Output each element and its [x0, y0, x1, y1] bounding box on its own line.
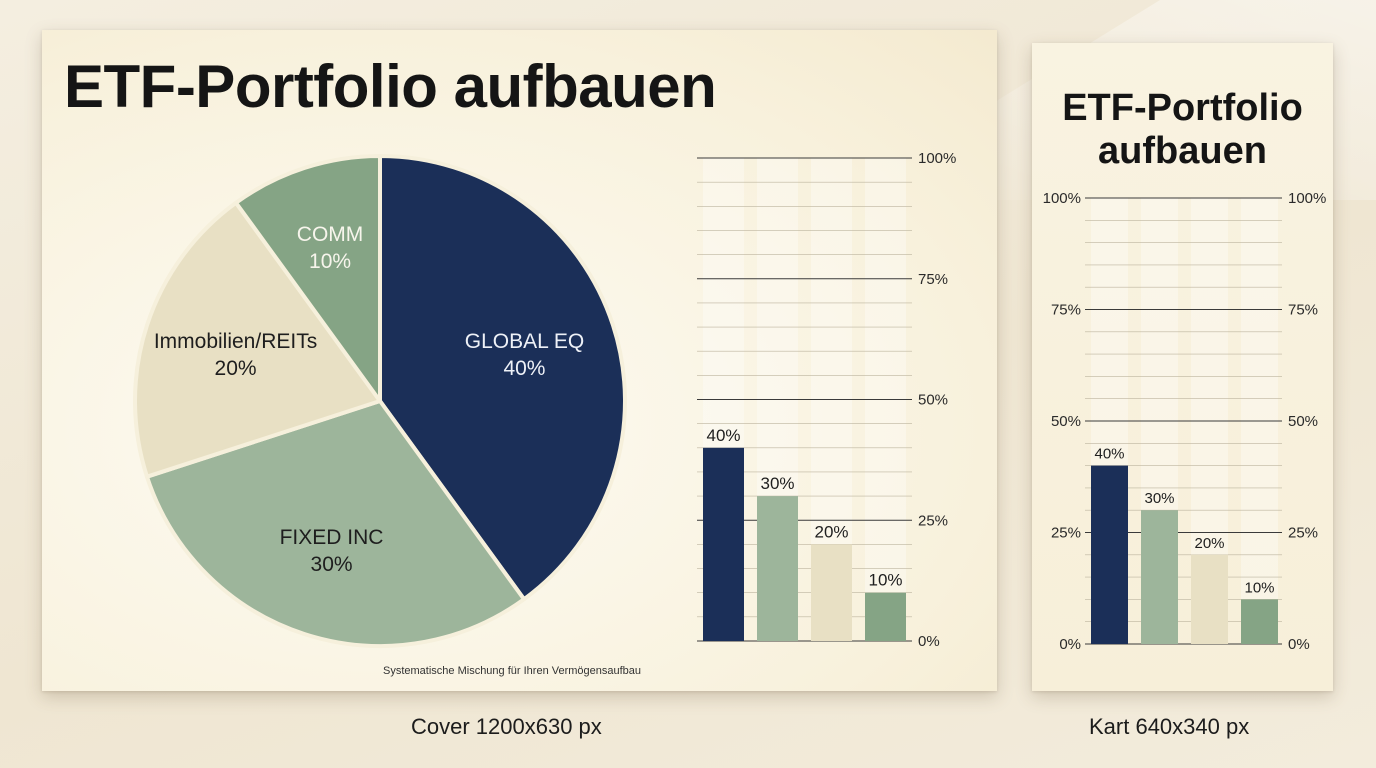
cover-title: ETF-Portfolio aufbauen [64, 53, 717, 120]
kart-bar-label-1: 40% [1094, 446, 1124, 463]
pie-label-immobilien-reits: Immobilien/REITs [154, 330, 317, 353]
kart-ytick-right: 100% [1288, 190, 1326, 207]
kart-ytick-left: 100% [1043, 190, 1081, 207]
cover-caption: Cover 1200x630 px [411, 714, 602, 739]
kart-ytick-left: 0% [1059, 636, 1081, 653]
cover-footnote: Systematische Mischung für Ihren Vermöge… [383, 665, 642, 677]
cover-ytick-right: 0% [918, 633, 940, 650]
cover-bar-2 [757, 496, 798, 641]
pie-label-fixed-inc: FIXED INC [280, 526, 384, 549]
cover-ytick-right: 75% [918, 271, 948, 288]
cover-ytick-right: 25% [918, 512, 948, 529]
kart-caption: Kart 640x340 px [1089, 714, 1250, 739]
kart-bar-3 [1191, 554, 1228, 644]
kart-ytick-left: 75% [1051, 302, 1081, 319]
kart-bar-label-4: 10% [1244, 579, 1274, 596]
kart-title: ETF-Portfolio aufbauen [1062, 87, 1303, 172]
cover-bar-label-3: 20% [814, 522, 848, 541]
kart-bar-chart: 0% 0% 25% 25% 50% 50% 75% 75% 100% 100% 40% 30% 20% 1… [1043, 190, 1327, 653]
cover-card: ETF-Portfolio aufbauen GLOBAL EQ 40% FIXED… [42, 30, 997, 691]
kart-bar-label-2: 30% [1144, 490, 1174, 507]
cover-ytick-right: 100% [918, 150, 956, 167]
cover-ytick-right: 50% [918, 392, 948, 409]
kart-ytick-left: 25% [1051, 525, 1081, 542]
cover-bar-label-1: 40% [706, 426, 740, 445]
cover-bar-chart: 0% 25% 50% 75% 100% 40% 30% 20% 10% [697, 150, 956, 650]
pie-slice-fixed-inc [144, 399, 527, 648]
kart-bar-2 [1141, 510, 1178, 644]
cover-bar-label-4: 10% [868, 571, 902, 590]
cover-bar-3 [811, 544, 852, 641]
kart-bar-label-3: 20% [1194, 535, 1224, 552]
kart-ytick-right: 50% [1288, 413, 1318, 430]
pie-label-global-eq: GLOBAL EQ [465, 330, 584, 353]
kart-ytick-left: 50% [1051, 413, 1081, 430]
kart-ytick-right: 75% [1288, 302, 1318, 319]
pie-slice-comm [233, 154, 382, 403]
pie-slice-immobilien-reits [133, 200, 382, 479]
pie-value-comm: 10% [309, 250, 351, 273]
pie-value-fixed-inc: 30% [311, 553, 353, 576]
pie-label-comm: COMM [297, 223, 364, 246]
pie-slice-global-eq [378, 154, 627, 602]
cover-bar-1 [703, 447, 744, 641]
kart-bar-4 [1241, 599, 1278, 644]
kart-ytick-right: 0% [1288, 636, 1310, 653]
cover-bar-label-2: 30% [760, 474, 794, 493]
cover-bar-4 [865, 592, 906, 641]
kart-bar-1 [1091, 465, 1128, 644]
pie-value-global-eq: 40% [503, 357, 545, 380]
pie-value-immobilien-reits: 20% [215, 357, 257, 380]
pie-chart: GLOBAL EQ 40% FIXED INC 30% Immobilien/REITs… [133, 154, 627, 648]
kart-ytick-right: 25% [1288, 525, 1318, 542]
kart-card: ETF-Portfolio aufbauen 0% 0% 25% 25% 50% 50% 7… [1032, 43, 1333, 691]
